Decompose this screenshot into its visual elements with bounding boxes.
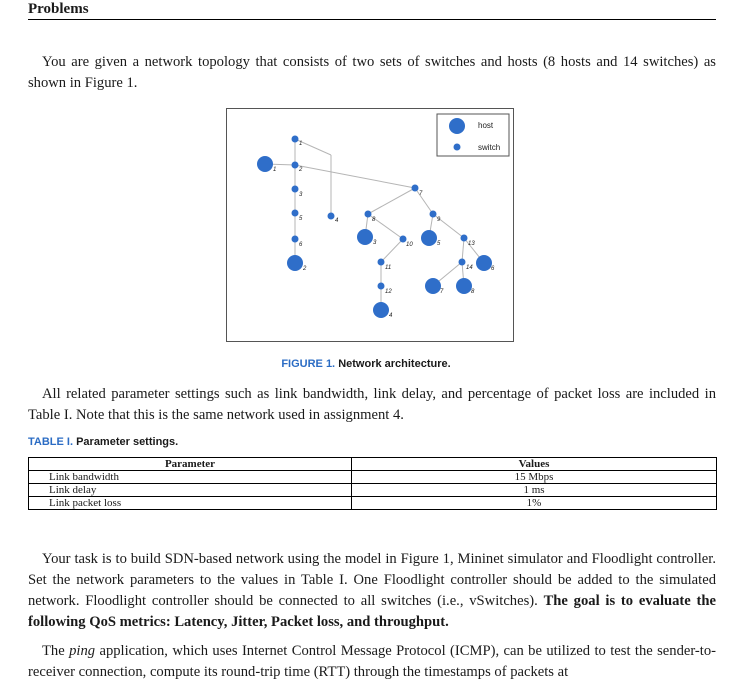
ping-paragraph: The ping application, which uses Interne… bbox=[28, 641, 716, 683]
section-heading: Problems bbox=[28, 0, 716, 20]
switch-12 bbox=[377, 282, 385, 290]
switch-nodes bbox=[291, 135, 468, 290]
host-label: 3 bbox=[373, 240, 377, 246]
switch-label: 12 bbox=[385, 289, 392, 295]
switch-1 bbox=[291, 135, 299, 143]
host-label: 7 bbox=[440, 289, 444, 295]
figure-caption-text: Network architecture. bbox=[338, 358, 451, 370]
switch-label: 1 bbox=[299, 141, 302, 147]
figure-legend: host switch bbox=[436, 113, 510, 157]
network-topology-diagram: 1 2 3 4 5 6 7 8 9 10 11 12 13 14 1 2 3 4… bbox=[257, 113, 510, 319]
switch-11 bbox=[377, 258, 385, 266]
host-label: 8 bbox=[471, 289, 475, 295]
host-nodes bbox=[257, 156, 492, 318]
switch-label: 2 bbox=[298, 167, 303, 173]
switch-label: 8 bbox=[372, 217, 376, 223]
table-row: Link delay 1 ms bbox=[28, 483, 717, 497]
table-cell-parameter: Link bandwidth bbox=[28, 470, 352, 484]
host-label: 4 bbox=[389, 313, 393, 319]
switch-9 bbox=[429, 210, 437, 218]
host-2 bbox=[287, 255, 303, 271]
task-text: Your task is to build SDN-based network … bbox=[28, 551, 716, 609]
switch-label: 5 bbox=[299, 216, 303, 222]
host-label: 2 bbox=[302, 266, 307, 272]
ping-text-italic: ping bbox=[69, 643, 96, 659]
ping-text-pre: The bbox=[42, 643, 65, 659]
switch-label: 4 bbox=[335, 218, 339, 224]
switch-5 bbox=[291, 209, 299, 217]
table-row: Link packet loss 1% bbox=[28, 496, 717, 510]
host-4 bbox=[373, 302, 389, 318]
network-figure: 1 2 3 4 5 6 7 8 9 10 11 12 13 14 1 2 3 4… bbox=[226, 108, 514, 342]
legend-host-marker bbox=[449, 118, 465, 134]
table-header-row: Parameter Values bbox=[28, 457, 717, 471]
table-cell-value: 15 Mbps bbox=[351, 470, 717, 484]
switch-label: 6 bbox=[299, 242, 303, 248]
figure-caption-label: FIGURE 1. bbox=[281, 358, 336, 370]
task-paragraph: Your task is to build SDN-based network … bbox=[28, 549, 716, 633]
table-caption-label: TABLE I. bbox=[28, 436, 74, 448]
host-8 bbox=[456, 278, 472, 294]
switch-label: 9 bbox=[437, 217, 441, 223]
switch-label: 7 bbox=[419, 191, 423, 197]
intro-paragraph: You are given a network topology that co… bbox=[28, 54, 716, 91]
table-header-values: Values bbox=[351, 457, 717, 471]
host-label: 5 bbox=[437, 241, 441, 247]
switch-labels: 1 2 3 4 5 6 7 8 9 10 11 12 13 14 bbox=[298, 141, 475, 295]
table-cell-parameter: Link delay bbox=[28, 483, 352, 497]
switch-14 bbox=[458, 258, 466, 266]
table-caption-text: Parameter settings. bbox=[76, 436, 179, 448]
switch-label: 10 bbox=[406, 242, 413, 248]
parameter-table: Parameter Values Link bandwidth 15 Mbps … bbox=[28, 457, 717, 510]
legend-switch-marker bbox=[453, 143, 461, 151]
table-cell-parameter: Link packet loss bbox=[28, 496, 352, 510]
host-label: 1 bbox=[273, 167, 276, 173]
switch-8 bbox=[364, 210, 372, 218]
host-labels: 1 2 3 4 5 6 7 8 bbox=[273, 167, 495, 319]
switch-3 bbox=[291, 185, 299, 193]
ping-text-post: application, which uses Internet Control… bbox=[28, 643, 716, 680]
switch-13 bbox=[460, 234, 468, 242]
switch-label: 3 bbox=[299, 192, 303, 198]
topology-links bbox=[264, 138, 485, 310]
host-1 bbox=[257, 156, 273, 172]
task-goal-text: The goal is to evaluate the following Qo… bbox=[28, 593, 716, 630]
switch-label: 11 bbox=[385, 265, 391, 271]
table-caption: TABLE I. Parameter settings. bbox=[28, 436, 178, 448]
switch-2 bbox=[291, 161, 299, 169]
table-cell-value: 1 ms bbox=[351, 483, 717, 497]
switch-10 bbox=[399, 235, 407, 243]
host-7 bbox=[425, 278, 441, 294]
host-3 bbox=[357, 229, 373, 245]
switch-4 bbox=[327, 212, 335, 220]
host-5 bbox=[421, 230, 437, 246]
switch-6 bbox=[291, 235, 299, 243]
figure-caption: FIGURE 1. Network architecture. bbox=[0, 358, 732, 370]
switch-label: 14 bbox=[466, 265, 473, 271]
legend-switch-label: switch bbox=[478, 143, 500, 152]
table-row: Link bandwidth 15 Mbps bbox=[28, 470, 717, 484]
switch-label: 13 bbox=[468, 241, 475, 247]
table-header-parameter: Parameter bbox=[28, 457, 352, 471]
parameter-paragraph: All related parameter settings such as l… bbox=[28, 386, 716, 423]
host-6 bbox=[476, 255, 492, 271]
table-cell-value: 1% bbox=[351, 496, 717, 510]
host-label: 6 bbox=[491, 266, 495, 272]
switch-7 bbox=[411, 184, 419, 192]
legend-host-label: host bbox=[478, 121, 494, 130]
